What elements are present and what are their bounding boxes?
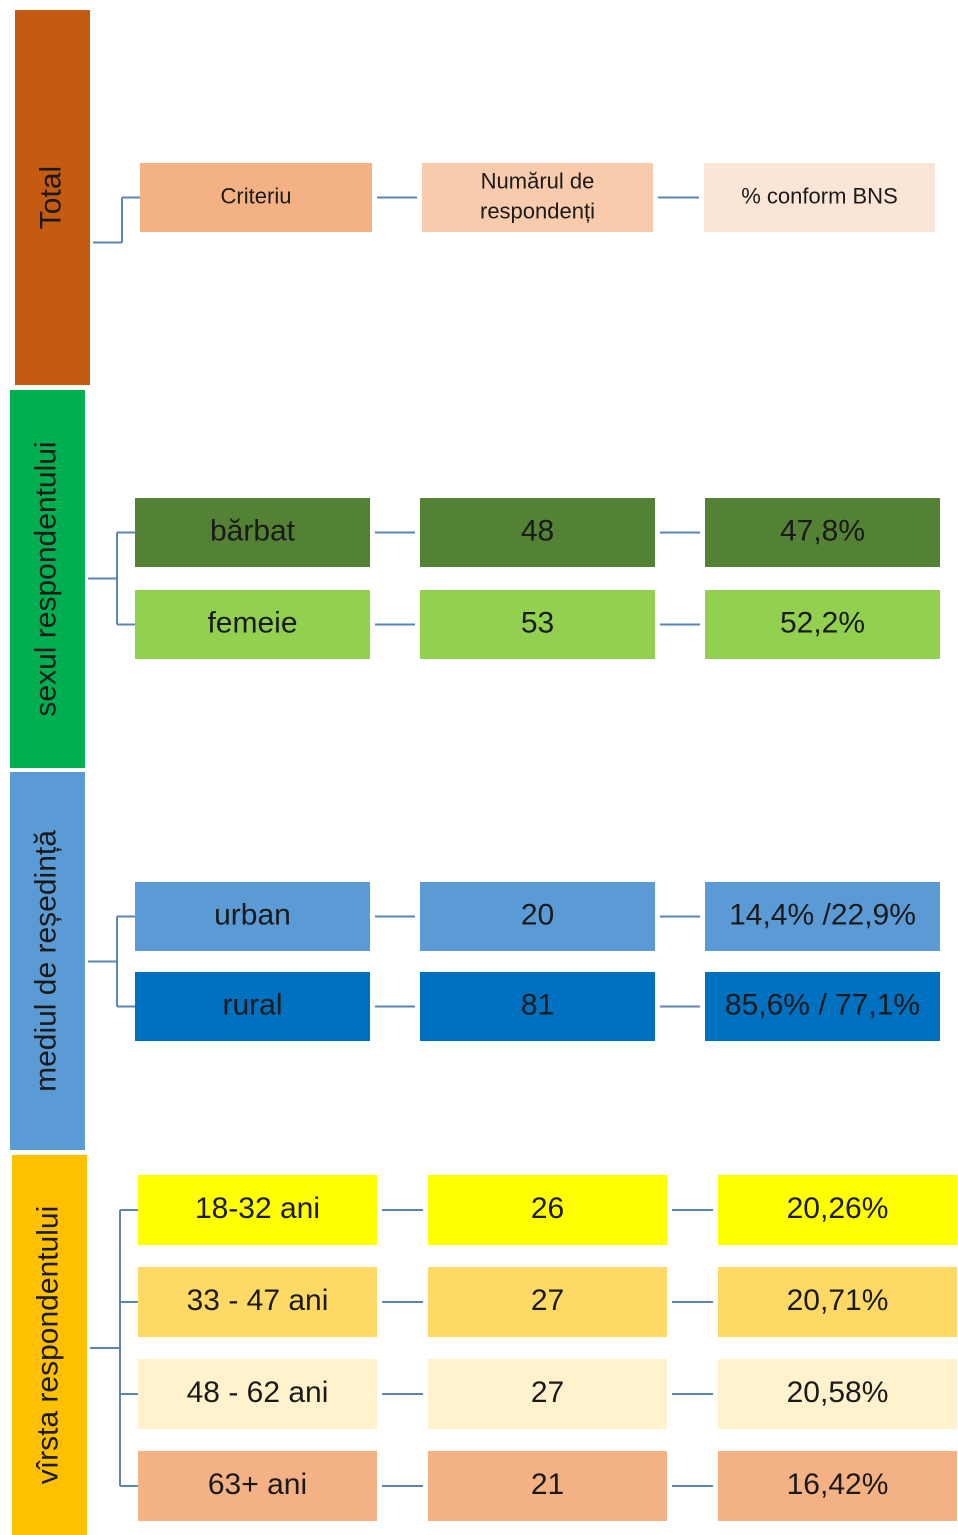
cell-text: Numărul de respondenți [480, 168, 595, 223]
group-sidebar [10, 772, 85, 1150]
group-sidebar [12, 1155, 87, 1535]
cell-box [420, 590, 655, 659]
cell-box [428, 1267, 667, 1337]
cell-text: 20,71% [787, 1284, 889, 1317]
cell-box [718, 1267, 957, 1337]
cell-box [420, 882, 655, 951]
cell-box [422, 163, 653, 232]
cell-text: 33 - 47 ani [187, 1284, 329, 1317]
cell-box [705, 498, 940, 567]
cell-box [135, 972, 370, 1041]
cell-box [138, 1175, 377, 1245]
cell-text: bărbat [210, 514, 296, 547]
cell-box [428, 1451, 667, 1521]
cell-text: 16,42% [787, 1468, 889, 1501]
cell-box [705, 882, 940, 951]
cell-box [135, 498, 370, 567]
cell-text: Criteriu [221, 183, 292, 208]
group-label: vîrsta respondentului [31, 1206, 64, 1485]
cell-text: 48 [521, 514, 554, 547]
cell-box [428, 1175, 667, 1245]
cell-text: 27 [531, 1284, 564, 1317]
cell-box [140, 163, 372, 232]
cell-box [135, 882, 370, 951]
cell-text: 53 [521, 606, 554, 639]
cell-box [718, 1451, 957, 1521]
cell-text: 81 [521, 988, 554, 1021]
cell-box [704, 163, 935, 232]
group-label: mediul de reședință [29, 830, 62, 1092]
group-label: Total [34, 166, 67, 229]
cell-text: % conform BNS [741, 183, 898, 208]
cell-text: 48 - 62 ani [187, 1376, 329, 1409]
cell-text: 18-32 ani [195, 1192, 320, 1225]
cell-box [718, 1359, 957, 1429]
cell-text: 52,2% [780, 606, 865, 639]
cell-text: 85,6% / 77,1% [725, 988, 920, 1021]
cell-box [138, 1267, 377, 1337]
cell-text: urban [214, 898, 291, 931]
cell-text: 20,26% [787, 1192, 889, 1225]
cell-text: 20 [521, 898, 554, 931]
cell-text: femeie [207, 606, 297, 639]
cell-box [705, 590, 940, 659]
cell-box [428, 1359, 667, 1429]
cell-box [705, 972, 940, 1041]
cell-box [138, 1359, 377, 1429]
cell-text: 20,58% [787, 1376, 889, 1409]
cell-text: rural [222, 988, 282, 1021]
cell-box [135, 590, 370, 659]
cell-box [138, 1451, 377, 1521]
cell-text: 26 [531, 1192, 564, 1225]
group-sidebar [10, 390, 85, 768]
cell-box [420, 972, 655, 1041]
cell-text: 21 [531, 1468, 564, 1501]
cell-box [718, 1175, 957, 1245]
cell-text: 47,8% [780, 514, 865, 547]
cell-text: 63+ ani [208, 1468, 307, 1501]
cell-text: 27 [531, 1376, 564, 1409]
cell-box [420, 498, 655, 567]
group-sidebar [15, 10, 90, 385]
group-label: sexul respondentului [29, 441, 62, 716]
cell-text: 14,4% /22,9% [729, 898, 916, 931]
